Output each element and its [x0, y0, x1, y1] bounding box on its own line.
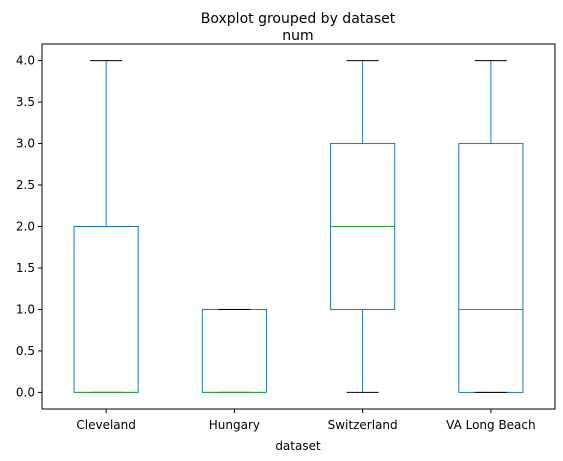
box-iqr [73, 226, 139, 393]
plot-area: 0.0 0.5 1.0 1.5 2.0 2.5 3.0 3.5 4.0 Cleveland Hung… [16, 43, 556, 432]
box-iqr [201, 308, 267, 393]
x-tick-label: VA Long Beach [446, 418, 536, 432]
y-tick-label: 1.5 [16, 261, 35, 275]
y-tick-label: 0.5 [16, 344, 35, 358]
x-axis-label: dataset [275, 439, 321, 453]
y-tick-label: 1.0 [16, 302, 35, 316]
y-tick-label: 0.0 [16, 385, 35, 399]
x-tick-label: Hungary [209, 418, 260, 432]
y-tick-label: 4.0 [16, 54, 35, 68]
y-tick-label: 3.5 [16, 95, 35, 109]
y-tick-label: 2.5 [16, 178, 35, 192]
chart-suptitle: Boxplot grouped by dataset [201, 11, 396, 27]
y-tick-label: 3.0 [16, 137, 35, 151]
x-tick-label: Cleveland [76, 418, 136, 432]
x-tick-label: Switzerland [328, 418, 398, 432]
chart-title: num [282, 28, 313, 44]
y-tick-label: 2.0 [16, 220, 35, 234]
box-iqr [458, 143, 524, 393]
